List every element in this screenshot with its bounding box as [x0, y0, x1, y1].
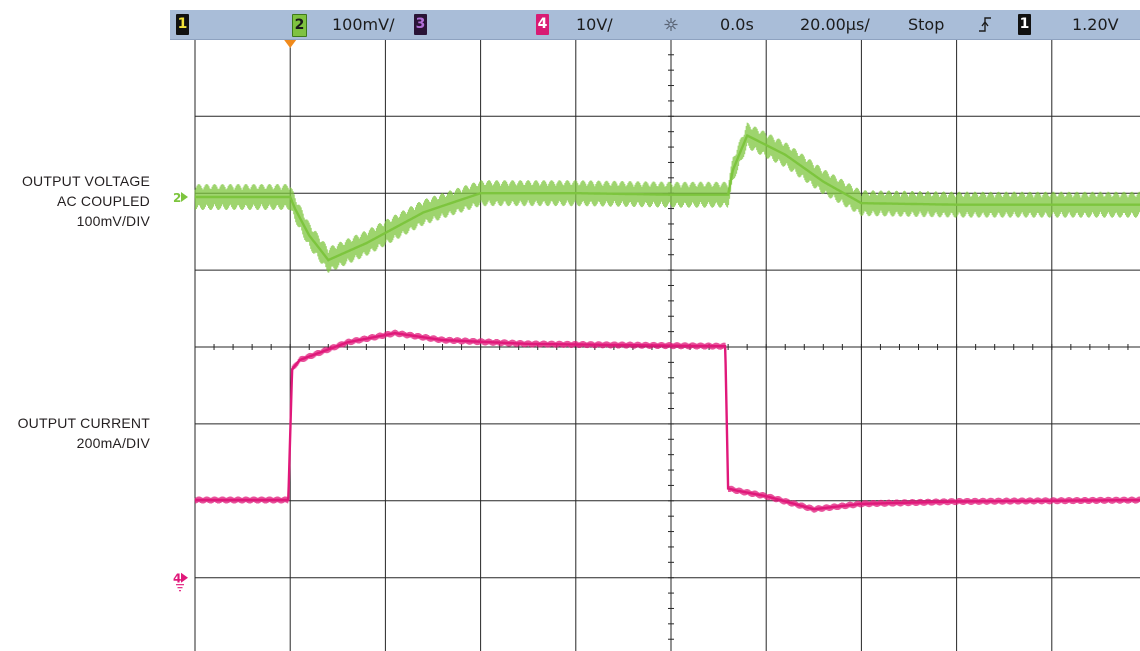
voltage-trace-noise	[194, 122, 1140, 273]
voltage-label-line1: OUTPUT VOLTAGE	[21, 173, 150, 189]
run-state[interactable]: Stop	[908, 15, 945, 34]
status-bar: 1 2 100mV/ 3 4 10V/ 0.0s 20.00µs/ Stop 1…	[170, 10, 1140, 40]
trigger-level-readout: 1.20V	[1072, 15, 1119, 34]
voltage-trace-line	[195, 133, 1140, 262]
channel-2-ground-marker-label: 2	[173, 191, 181, 205]
channel-4-chip[interactable]: 4	[536, 14, 549, 35]
channel-2-ground-marker-arrow	[181, 192, 188, 202]
channel-2-scale: 100mV/	[332, 15, 395, 34]
trigger-position-marker	[284, 40, 297, 48]
timebase-readout: 20.00µs/	[800, 15, 870, 34]
ground-icon	[176, 584, 184, 592]
current-label-line2: 200mA/DIV	[76, 435, 150, 451]
voltage-channel-label: OUTPUT VOLTAGE AC COUPLED 100mV/DIV	[22, 171, 150, 231]
channel-3-chip[interactable]: 3	[414, 14, 427, 35]
channel-2-chip[interactable]: 2	[292, 14, 307, 37]
current-label-line1: OUTPUT CURRENT	[17, 415, 150, 431]
channel-4-ground-marker-arrow	[181, 572, 188, 583]
current-trace-noise	[194, 329, 1140, 513]
voltage-label-line2: AC COUPLED	[56, 193, 150, 209]
current-trace	[194, 329, 1140, 513]
channel-4-scale: 10V/	[576, 15, 613, 34]
rising-edge-icon	[976, 10, 996, 39]
voltage-trace	[194, 122, 1140, 273]
channel-1-chip[interactable]: 1	[176, 14, 189, 35]
current-trace-line	[195, 331, 1140, 511]
trigger-burst-icon[interactable]	[660, 10, 684, 39]
scope-markers: 24	[173, 40, 297, 592]
delay-readout: 0.0s	[720, 15, 754, 34]
current-channel-label: OUTPUT CURRENT 200mA/DIV	[18, 413, 150, 453]
channel-4-ground-marker-label: 4	[173, 572, 181, 586]
voltage-label-line3: 100mV/DIV	[76, 213, 150, 229]
scope-traces	[194, 122, 1140, 513]
trigger-source-chip[interactable]: 1	[1018, 14, 1031, 35]
